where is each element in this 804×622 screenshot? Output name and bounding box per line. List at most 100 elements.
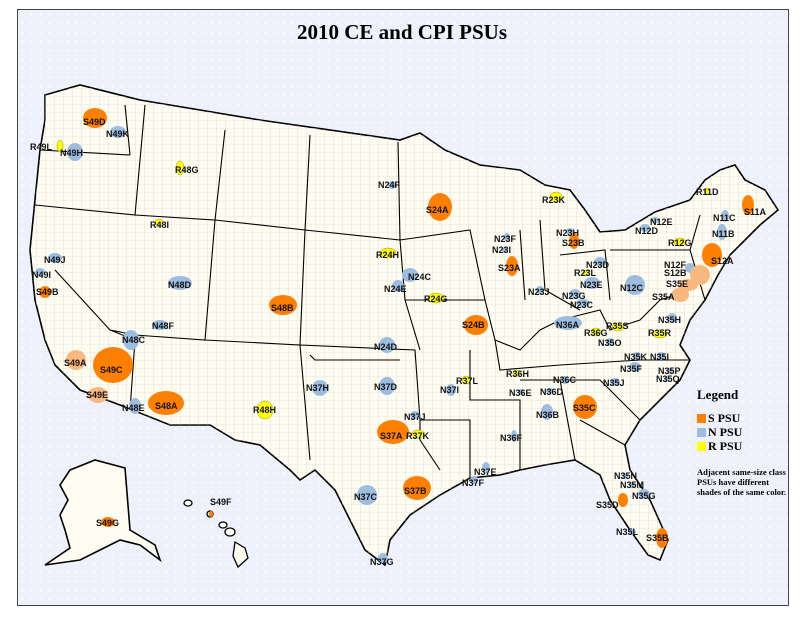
psu-area-r35s [611, 322, 625, 332]
psu-area-r11d [703, 187, 711, 195]
psu-label-n37c: N37C [354, 492, 378, 502]
psu-area-s23b [569, 233, 579, 249]
psu-area-r23l [582, 269, 590, 277]
psu-label-s35d: S35D [596, 500, 619, 510]
alaska [44, 459, 162, 566]
psu-area-n48c [123, 330, 139, 350]
psu-label-r23k: R23K [542, 195, 566, 205]
psu-label-n49j: N49J [44, 255, 66, 265]
psu-area-s37b [403, 476, 431, 500]
psu-area-n36d [546, 388, 554, 394]
psu-area-n36a [554, 316, 582, 330]
psu-label-n37i: N37I [440, 385, 459, 395]
psu-area-n24e [392, 280, 404, 292]
psu-area-s24b [464, 315, 488, 335]
psu-area-n35q [664, 376, 670, 382]
psu-label-s48a: S48A [155, 401, 178, 411]
psu-area-s49c [93, 347, 133, 383]
psu-area-n49j [48, 253, 62, 263]
psu-area-s11a [742, 195, 754, 215]
psu-area-n49h [67, 143, 83, 161]
psu-area-s49b [39, 286, 51, 298]
psu-label-n23h: N23H [556, 228, 579, 238]
psu-area-r37k [411, 429, 425, 439]
psu-label-r48i: R48I [150, 220, 169, 230]
psu-area-n48e [129, 398, 141, 414]
legend-item-r: R PSU [697, 439, 787, 453]
psu-label-n35o: N35O [598, 338, 622, 348]
psu-label-n37e: N37E [474, 467, 497, 477]
psu-label-s23a: S23A [498, 263, 521, 273]
psu-area-n24d [379, 337, 395, 353]
psu-area-n23d [594, 257, 606, 267]
psu-label-s35c: S35C [573, 403, 596, 413]
psu-area-n35o [606, 338, 614, 346]
psu-label-n12d: N12D [635, 226, 659, 236]
psu-label-s11a: S11A [744, 207, 767, 217]
psu-label-s49g: S49G [96, 518, 119, 528]
psu-label-r23l: R23L [574, 268, 597, 278]
psu-area-n23f [504, 233, 510, 241]
psu-label-n35h: N35H [658, 315, 681, 325]
psu-area-s12b [690, 265, 710, 285]
psu-area-n37j [410, 411, 420, 419]
psu-area-n49i [35, 268, 45, 276]
psu-area-n36c [561, 376, 569, 384]
psu-area-n35l [628, 529, 636, 535]
psu-area-n12e [651, 217, 659, 223]
psu-label-n35q: N35Q [656, 374, 680, 384]
psu-area-r49l [56, 139, 64, 153]
psu-label-n23g: N23G [562, 291, 586, 301]
psu-label-s23b: S23B [562, 238, 585, 248]
psu-label-n12f: N12F [664, 260, 687, 270]
psu-area-s24a [428, 193, 452, 221]
psu-area-r48i [154, 218, 164, 226]
psu-label-n11b: N11B [712, 229, 735, 239]
psu-label-n35n: N35N [614, 471, 637, 481]
psu-label-r35s: R35S [606, 321, 629, 331]
psu-label-n37d: N37D [374, 382, 398, 392]
psu-area-n35m [629, 482, 635, 488]
psu-area-r24h [379, 247, 397, 259]
psu-area-s49f [209, 511, 213, 517]
psu-label-n23d: N23D [586, 260, 610, 270]
psu-label-r11d: R11D [696, 187, 719, 197]
psu-area-r48h [256, 400, 274, 420]
psu-area-r35r [652, 329, 668, 339]
psu-area-s12a [702, 243, 722, 267]
psu-label-n11c: N11C [713, 213, 736, 223]
psu-area-r36g [590, 327, 602, 337]
psu-area-r23k [549, 191, 563, 203]
psu-area-s48b [269, 295, 297, 315]
psu-label-r48g: R48G [175, 165, 199, 175]
psu-area-n37g [378, 553, 388, 563]
psu-area-n48d [168, 276, 192, 290]
psu-label-n35i: N35I [650, 352, 669, 362]
psu-area-s35e [678, 279, 698, 291]
psu-area-n35g [638, 489, 650, 499]
psu-label-r37k: R37K [406, 431, 430, 441]
psu-area-n12d [640, 224, 650, 232]
psu-area-s35c [573, 395, 597, 419]
psu-label-s12a: S12A [711, 256, 734, 266]
psu-area-r12g [673, 237, 687, 247]
psu-label-n37h: N37H [306, 383, 329, 393]
psu-area-r37l [461, 375, 471, 385]
psu-label-r49l: R49L [30, 142, 53, 152]
psu-label-n35l: N35L [616, 527, 639, 537]
psu-area-n48f [152, 320, 168, 330]
psu-area-n23e [584, 277, 600, 289]
psu-label-r35r: R35R [648, 328, 672, 338]
psu-area-r24g [427, 292, 445, 304]
psu-label-s35a: S35A [652, 292, 675, 302]
psu-label-n49k: N49K [106, 129, 130, 139]
psu-label-n48f: N48F [152, 321, 175, 331]
legend: Legend S PSU N PSU R PSU Adjacent same-s… [697, 387, 787, 497]
psu-label-n12e: N12E [650, 217, 673, 227]
psu-label-r24g: R24G [424, 294, 448, 304]
psu-label-r36g: R36G [584, 328, 608, 338]
psu-area-n23g [569, 289, 581, 299]
psu-label-n35p: N35P [658, 366, 681, 376]
psu-label-n36e: N36E [509, 388, 532, 398]
